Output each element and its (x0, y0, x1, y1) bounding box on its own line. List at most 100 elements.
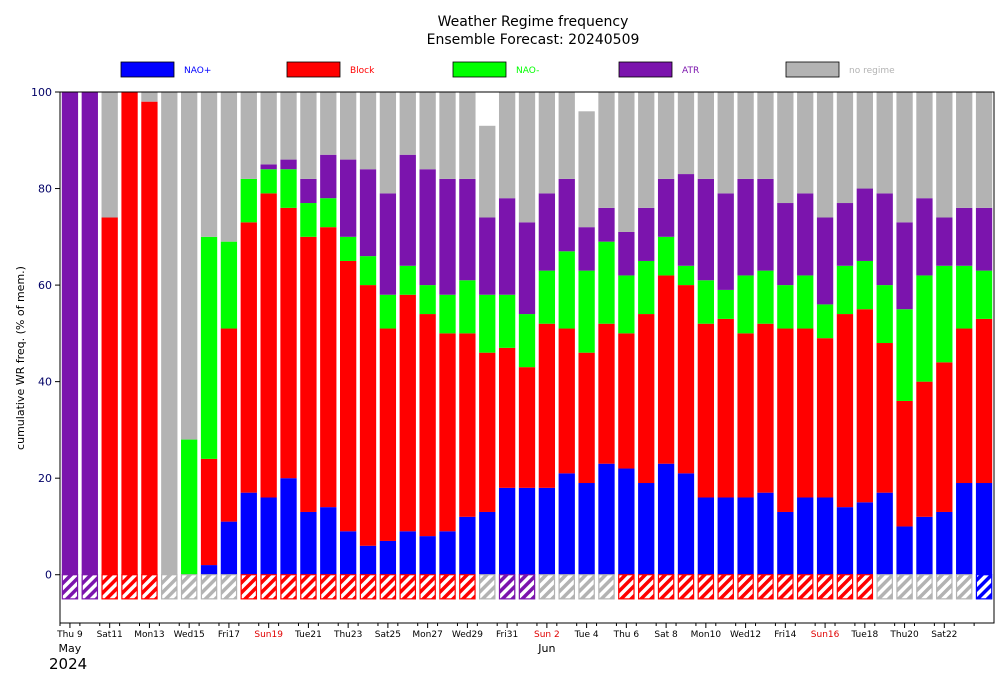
bar-segment-no_regime (598, 92, 615, 208)
bar-segment-block (300, 236, 317, 512)
regime-marker-block (757, 574, 774, 600)
bar-segment-nao_plus (697, 497, 714, 575)
bar-segment-nao_minus (340, 236, 357, 261)
bar-segment-atr (598, 207, 615, 242)
bar-segment-atr (498, 198, 516, 295)
bar-segment-no_regime (717, 92, 734, 194)
bar-segment-block (975, 318, 993, 484)
bar-segment-atr (975, 207, 993, 271)
bar-segment-atr (936, 217, 953, 266)
regime-marker-atr (498, 574, 516, 600)
bar-segment-atr (260, 164, 277, 170)
legend-swatch-nao_plus (120, 61, 175, 78)
bar-segment-no_regime (161, 92, 178, 575)
bar-segment-nao_plus (975, 483, 993, 575)
regime-marker-no_regime (538, 574, 556, 600)
y-tick-label: 0 (45, 569, 52, 582)
bar-segment-nao_plus (677, 473, 695, 575)
bar-segment-atr (419, 169, 436, 286)
chart-title: Weather Regime frequency (438, 14, 629, 30)
bar-segment-block (518, 367, 536, 488)
bar-segment-nao_minus (638, 260, 655, 315)
regime-marker-block (717, 574, 734, 600)
x-tick-label: Wed15 (174, 630, 205, 640)
bar-segment-no_regime (936, 92, 953, 218)
bar-segment-nao_minus (260, 169, 277, 194)
bar-segment-nao_plus (518, 487, 536, 575)
x-tick-label: Sun19 (254, 630, 283, 640)
legend-label-nao_plus: NAO+ (184, 66, 211, 76)
bar-segment-nao_plus (280, 478, 297, 575)
bar-segment-nao_minus (717, 289, 734, 319)
bar-segment-block (916, 381, 933, 517)
bar-segment-block (260, 193, 277, 498)
bar-segment-block (757, 323, 774, 493)
regime-marker-block (121, 574, 138, 600)
bar-segment-nao_minus (876, 285, 893, 344)
bar-segment-block (657, 275, 675, 464)
bar-segment-no_regime (836, 92, 854, 204)
x-tick-label: Thu 6 (613, 630, 640, 640)
bar-segment-nao_minus (280, 169, 297, 208)
bar-segment-block (876, 343, 893, 493)
bar-segment-atr (359, 169, 377, 257)
regime-marker-no_regime (161, 574, 178, 600)
bar-segment-atr (896, 222, 913, 310)
bar-segment-no_regime (419, 92, 436, 170)
regime-marker-block (101, 574, 118, 600)
bar-segment-atr (538, 193, 556, 271)
bar-segment-no_regime (340, 92, 357, 160)
x-tick-label: Sat22 (931, 630, 957, 640)
legend-label-block: Block (350, 66, 375, 76)
bar-segment-nao_plus (936, 511, 953, 575)
regime-markers (61, 574, 993, 600)
bar-segment-block (618, 333, 635, 469)
regime-marker-block (796, 574, 814, 600)
x-tick-label: Sun16 (811, 630, 840, 640)
bar-segment-no_regime (956, 92, 973, 208)
bar-segment-block (200, 458, 218, 566)
regime-marker-block (816, 574, 834, 600)
bar-segment-block (777, 328, 794, 512)
bar-segment-nao_plus (320, 507, 337, 575)
x-tick-label: Tue18 (850, 630, 878, 640)
bar-segment-nao_minus (419, 285, 436, 315)
regime-marker-no_regime (598, 574, 615, 600)
regime-marker-block (618, 574, 635, 600)
x-tick-label: Sat11 (97, 630, 123, 640)
bar-segment-atr (320, 154, 337, 199)
bar-segment-block (459, 333, 476, 517)
bar-segment-nao_minus (598, 241, 615, 324)
bar-segment-block (359, 285, 377, 546)
bar-segment-block (578, 352, 595, 484)
y-tick-label: 100 (31, 86, 52, 99)
bar-segment-atr (558, 178, 575, 252)
regime-marker-atr (81, 574, 99, 600)
regime-marker-block (280, 574, 297, 600)
bar-segment-block (737, 333, 754, 498)
bar-segment-nao_plus (777, 511, 794, 575)
legend-label-atr: ATR (682, 66, 699, 76)
regime-marker-block (439, 574, 456, 600)
x-tick-label: Mon10 (691, 630, 722, 640)
regime-marker-block (419, 574, 436, 600)
regime-marker-block (399, 574, 417, 600)
bars (61, 92, 993, 575)
bar-segment-nao_minus (618, 275, 635, 334)
bar-segment-block (340, 260, 357, 532)
regime-marker-block (856, 574, 874, 600)
bar-segment-no_regime (677, 92, 695, 175)
bar-segment-block (141, 101, 158, 575)
x-tick-label: Sun 2 (534, 630, 560, 640)
bar-segment-atr (578, 227, 595, 271)
bar-segment-nao_plus (876, 492, 893, 575)
bar-segment-nao_minus (379, 294, 397, 329)
regime-marker-block (697, 574, 715, 600)
regime-marker-block (240, 574, 258, 600)
x-tick-label: Thu23 (333, 630, 362, 640)
regime-marker-no_regime (479, 574, 496, 600)
bar-segment-no_regime (538, 92, 556, 194)
regime-marker-block (836, 574, 854, 600)
bar-segment-atr (697, 178, 714, 281)
